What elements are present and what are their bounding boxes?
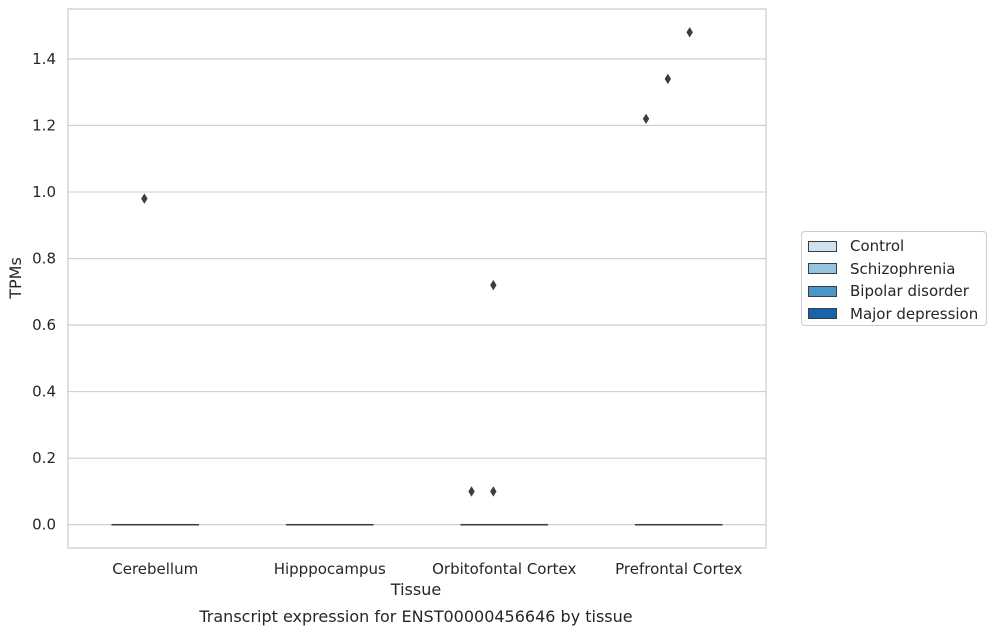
legend-item-bipolar-disorder: Bipolar disorder [808,280,986,303]
x-tick-label: Hipppocampus [274,560,386,578]
legend-label: Major depression [850,304,979,323]
outlier-point [664,73,672,85]
legend-label: Schizophrenia [850,259,956,278]
outlier-point [490,486,497,497]
legend-label: Control [850,237,905,256]
legend-item-control: Control [808,235,986,258]
outlier-group [141,27,693,497]
outlier-point [490,279,497,291]
legend-swatch-major-depression [808,308,837,320]
y-axis-label: TPMs [6,257,25,300]
y-tick-labels: 0.0 0.2 0.4 0.6 0.8 1.0 1.2 1.4 [32,50,56,534]
x-tick-labels: Cerebellum Hipppocampus Orbitofontal Corte… [112,560,742,578]
legend-swatch-schizophrenia [808,263,837,275]
y-tick-label: 1.4 [32,50,56,68]
x-tick-label: Cerebellum [112,560,198,578]
outlier-point [686,27,693,38]
y-tick-label: 0.8 [32,250,56,268]
x-axis-label: Tissue [390,580,441,599]
plot-area [67,8,767,549]
y-tick-label: 0.6 [32,316,56,334]
chart-title: Transcript expression for ENST0000045664… [198,607,632,626]
x-tick-label: Orbitofontal Cortex [432,560,576,578]
outlier-point [468,486,475,497]
legend-swatch-bipolar-disorder [808,285,837,297]
legend-item-major-depression: Major depression [808,303,986,326]
y-tick-label: 1.0 [32,183,56,201]
legend: Control Schizophrenia Bipolar disorder M… [801,231,987,326]
y-tick-label: 0.2 [32,449,56,467]
outlier-point [141,193,148,204]
outlier-point [642,113,650,124]
legend-swatch-control [808,240,837,252]
legend-label: Bipolar disorder [850,282,969,301]
x-tick-label: Prefrontal Cortex [615,560,742,578]
y-tick-label: 0.0 [32,516,56,534]
gridlines [68,58,766,526]
legend-item-schizophrenia: Schizophrenia [808,258,986,281]
y-tick-label: 0.4 [32,383,56,401]
y-tick-label: 1.2 [32,116,56,134]
